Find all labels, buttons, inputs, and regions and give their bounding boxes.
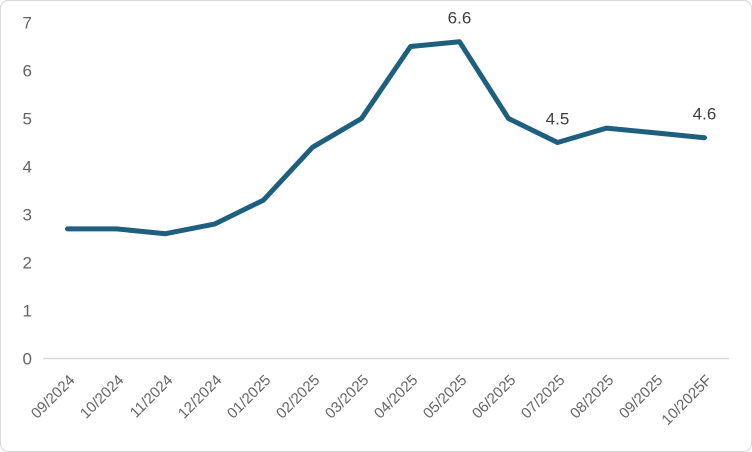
x-axis-tick-label: 02/2025: [273, 372, 323, 422]
x-axis-tick-label: 09/2025: [616, 372, 666, 422]
x-axis-tick-label: 10/2025F: [658, 372, 715, 429]
x-axis-tick-label: 08/2025: [567, 372, 617, 422]
x-axis-tick-label: 09/2024: [28, 372, 78, 422]
x-axis-tick-label: 07/2025: [518, 372, 568, 422]
line-series: [65, 39, 707, 237]
x-axis-tick-label: 05/2025: [420, 372, 470, 422]
x-axis-tick-label: 06/2025: [469, 372, 519, 422]
x-axis-tick-label: 01/2025: [224, 372, 274, 422]
y-axis-tick-label: 7: [23, 14, 32, 33]
x-axis-tick-label: 03/2025: [322, 372, 372, 422]
y-axis-tick-label: 4: [23, 158, 32, 177]
x-axis-tick-label: 11/2024: [127, 372, 177, 422]
y-axis-tick-label: 6: [23, 62, 32, 81]
x-axis-tick-label: 12/2024: [175, 372, 225, 422]
data-point-label: 6.6: [448, 9, 472, 28]
x-axis-tick-label: 04/2025: [371, 372, 421, 422]
data-point-label: 4.5: [546, 110, 570, 129]
y-axis-tick-label: 3: [23, 206, 32, 225]
y-axis-tick-label: 1: [23, 302, 32, 321]
y-axis-tick-label: 2: [23, 254, 32, 273]
x-axis-tick-label: 10/2024: [77, 372, 127, 422]
data-point-label: 4.6: [693, 105, 717, 124]
y-axis-tick-label: 0: [23, 350, 32, 369]
y-axis-tick-label: 5: [23, 110, 32, 129]
